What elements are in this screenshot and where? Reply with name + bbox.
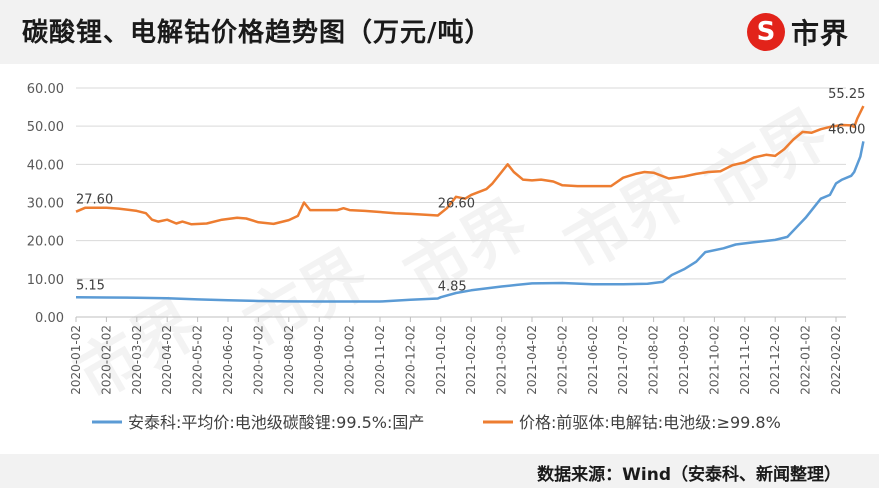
x-tick-label: 2020-12-02 [403,325,417,395]
x-tick-label: 2020-11-02 [373,325,387,395]
x-tick-label: 2020-10-02 [343,325,357,395]
x-tick-label: 2021-09-02 [677,325,691,395]
data-label: 46.00 [828,122,865,137]
x-tick-label: 2022-02-02 [829,325,843,395]
legend-label-0: 安泰科:平均价:电池级碳酸锂:99.5%:国产 [128,413,424,432]
x-tick-label: 2020-07-02 [251,325,265,395]
y-tick-label: 10.00 [27,273,64,288]
data-label: 26.60 [438,196,475,211]
logo-icon: S [746,13,785,51]
logo-text: 市界 [790,17,849,50]
x-tick-label: 2021-01-02 [434,325,448,395]
x-tick-label: 2021-06-02 [586,325,600,395]
y-tick-label: 50.00 [27,120,64,135]
y-tick-label: 0.00 [35,311,64,326]
data-label: 55.25 [828,87,865,102]
x-tick-label: 2021-12-02 [768,325,782,395]
brand-logo: S 市界 [746,12,849,52]
x-tick-label: 2021-05-02 [555,325,569,395]
y-tick-label: 40.00 [27,158,64,173]
line-chart: 0.00 10.00 20.00 30.00 40.00 50.00 60.00 2020-0… [27,82,866,432]
x-tick-label: 2020-04-02 [160,325,174,395]
data-label: 5.15 [76,278,105,293]
x-tick-label: 2022-01-02 [799,325,813,395]
x-tick-label: 2021-02-02 [464,325,478,395]
data-label: 27.60 [76,193,113,208]
header-bar: 碳酸锂、电解钴价格趋势图（万元/吨） S 市界 [0,0,879,64]
y-tick-label: 20.00 [27,235,64,250]
x-tick-label: 2020-01-02 [69,325,83,395]
x-tick-label: 2021-03-02 [495,325,509,395]
footer-bar: 数据来源：Wind（安泰科、新闻整理） [0,454,879,488]
x-tick-label: 2021-08-02 [647,325,661,395]
x-tick-label: 2020-08-02 [282,325,296,395]
y-tick-label: 60.00 [27,82,64,97]
page-title: 碳酸锂、电解钴价格趋势图（万元/吨） [22,18,492,48]
series-line-1 [75,105,865,226]
x-tick-label: 2020-03-02 [130,325,144,395]
x-tick-label: 2021-04-02 [525,325,539,395]
x-tick-label: 2021-11-02 [738,325,752,395]
x-tick-label: 2020-09-02 [312,325,326,395]
x-tick-label: 2021-10-02 [707,325,721,395]
data-source: 数据来源：Wind（安泰科、新闻整理） [537,465,841,485]
data-label: 4.85 [438,279,467,294]
series-line-0 [75,141,865,303]
x-tick-label: 2020-05-02 [191,325,205,395]
legend-label-1: 价格:前驱体:电解钴:电池级:≥99.8% [519,413,781,432]
x-tick-label: 2021-07-02 [616,325,630,395]
x-tick-label: 2020-02-02 [99,325,113,395]
y-tick-label: 30.00 [27,197,64,212]
x-tick-label: 2020-06-02 [221,325,235,395]
